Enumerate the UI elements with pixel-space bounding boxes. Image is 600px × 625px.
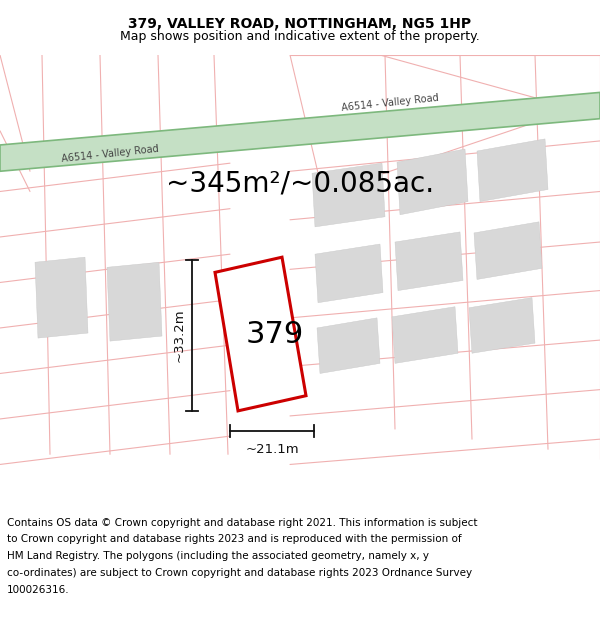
Polygon shape — [477, 139, 548, 202]
Text: Map shows position and indicative extent of the property.: Map shows position and indicative extent… — [120, 30, 480, 43]
Polygon shape — [315, 244, 383, 302]
Polygon shape — [317, 318, 380, 374]
Text: to Crown copyright and database rights 2023 and is reproduced with the permissio: to Crown copyright and database rights 2… — [7, 534, 462, 544]
Polygon shape — [397, 149, 468, 215]
Polygon shape — [0, 92, 600, 171]
Text: co-ordinates) are subject to Crown copyright and database rights 2023 Ordnance S: co-ordinates) are subject to Crown copyr… — [7, 568, 472, 578]
Polygon shape — [215, 258, 306, 411]
Text: 379, VALLEY ROAD, NOTTINGHAM, NG5 1HP: 379, VALLEY ROAD, NOTTINGHAM, NG5 1HP — [128, 18, 472, 31]
Text: ~21.1m: ~21.1m — [245, 442, 299, 456]
Text: 379: 379 — [246, 319, 304, 349]
Text: Contains OS data © Crown copyright and database right 2021. This information is : Contains OS data © Crown copyright and d… — [7, 518, 478, 528]
Polygon shape — [312, 163, 385, 227]
Polygon shape — [392, 307, 458, 363]
Text: ~33.2m: ~33.2m — [173, 309, 185, 362]
Polygon shape — [35, 258, 88, 338]
Text: ~345m²/~0.085ac.: ~345m²/~0.085ac. — [166, 169, 434, 198]
Polygon shape — [474, 222, 542, 279]
Polygon shape — [395, 232, 463, 291]
Polygon shape — [469, 298, 535, 353]
Text: HM Land Registry. The polygons (including the associated geometry, namely x, y: HM Land Registry. The polygons (includin… — [7, 551, 429, 561]
Text: A6514 - Valley Road: A6514 - Valley Road — [341, 92, 439, 112]
Polygon shape — [107, 262, 162, 341]
Text: 100026316.: 100026316. — [7, 585, 70, 595]
Text: A6514 - Valley Road: A6514 - Valley Road — [61, 144, 159, 164]
